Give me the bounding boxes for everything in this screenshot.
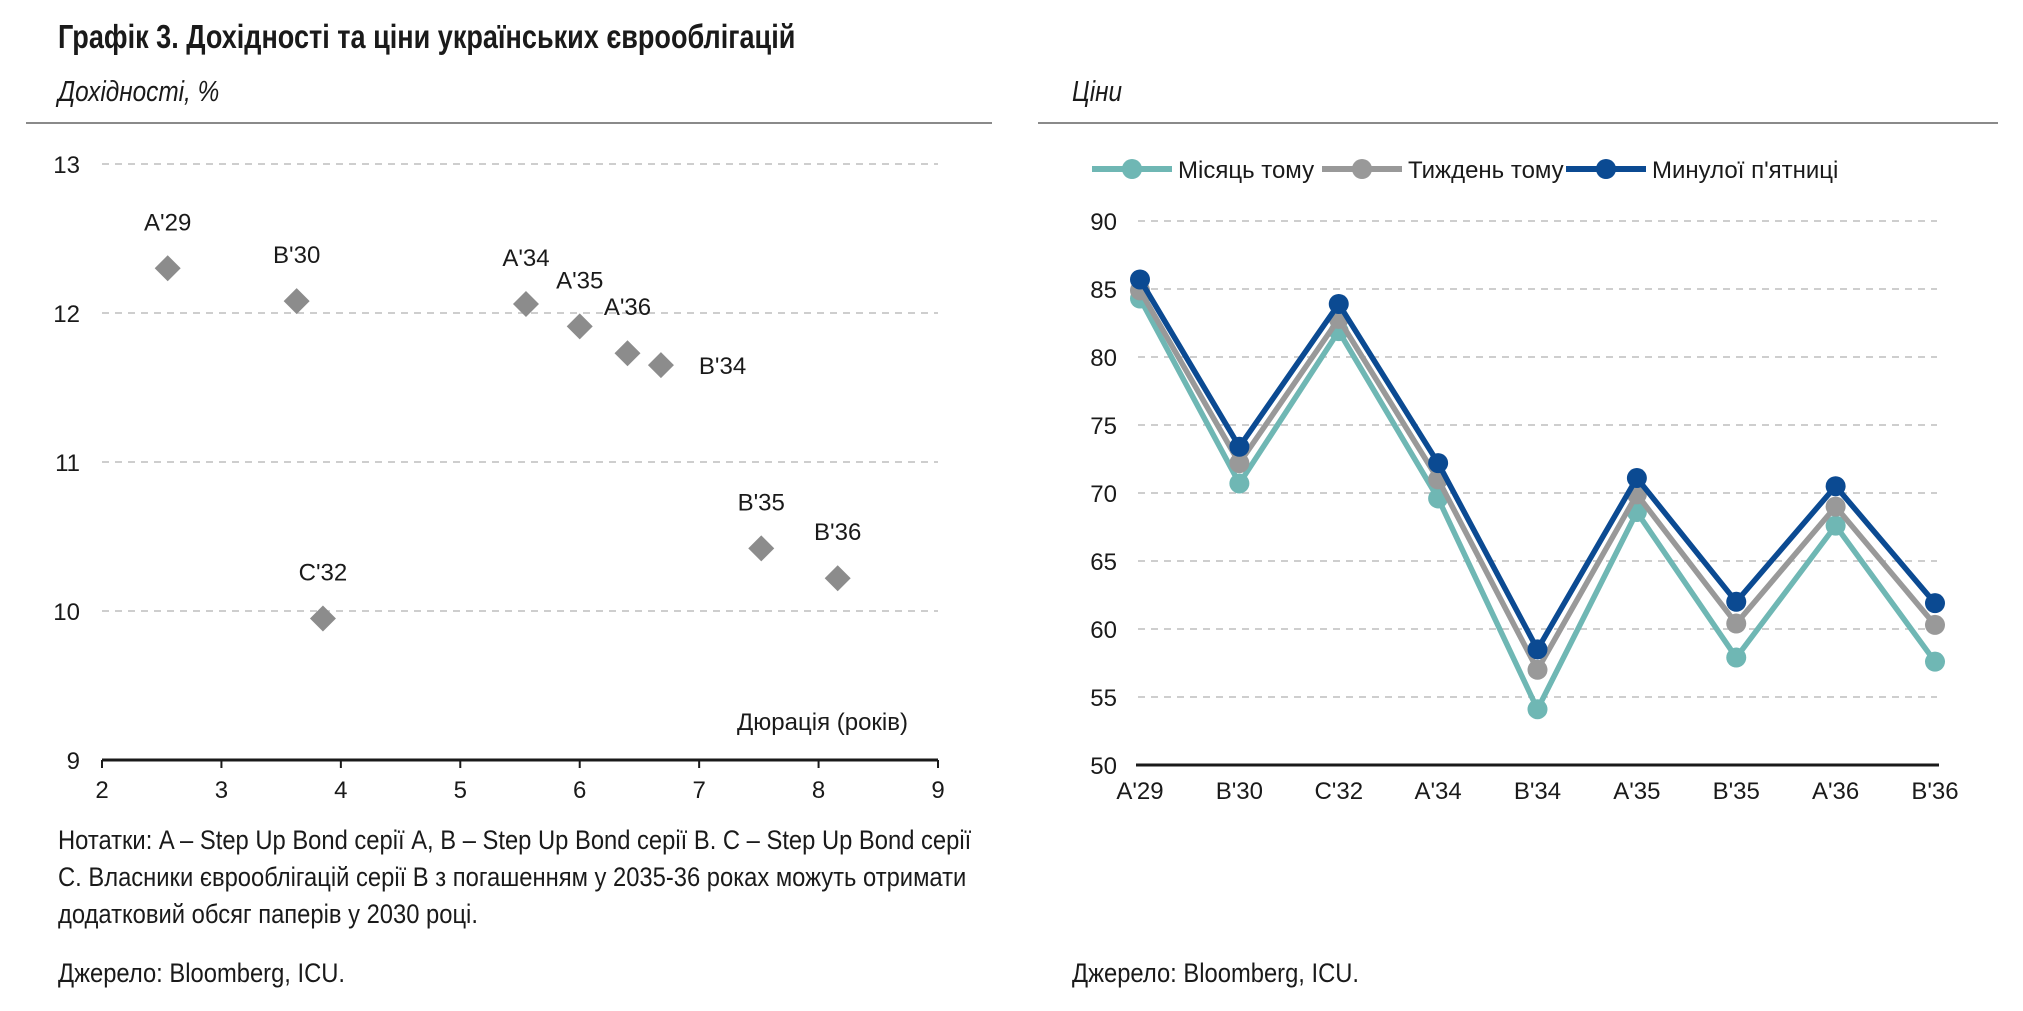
left-header-rule (26, 122, 992, 124)
scatter-point (824, 565, 851, 592)
x-tick-label: 5 (454, 777, 467, 804)
x-tick-label: 4 (334, 777, 347, 804)
y-tick-label: 80 (1090, 345, 1117, 372)
series-point (1527, 699, 1548, 720)
y-tick-label: 55 (1090, 685, 1117, 712)
legend-marker (1352, 159, 1372, 179)
point-label: A'34 (502, 245, 549, 272)
series-point (1527, 639, 1548, 660)
scatter-point (283, 288, 310, 315)
series-point (1229, 453, 1250, 474)
y-tick-label: 70 (1090, 481, 1117, 508)
series-point (1825, 476, 1846, 497)
right-chart-subtitle: Ціни (1072, 76, 1123, 108)
point-label: A'29 (144, 209, 191, 236)
point-label: B'30 (273, 242, 320, 269)
right-header-rule (1038, 122, 1998, 124)
series-line (1137, 278, 1938, 653)
y-tick-label: 60 (1090, 617, 1117, 644)
scatter-point (154, 255, 181, 282)
scatter-point (512, 291, 539, 318)
series-line (1137, 288, 1938, 673)
series-point (1825, 496, 1846, 517)
legend-label: Минулої п'ятниці (1652, 157, 1838, 184)
x-tick-label: A'34 (1414, 778, 1461, 805)
x-tick-label: C'32 (1314, 778, 1363, 805)
chart-notes-text: Нотатки: A – Step Up Bond серії A, B – S… (58, 825, 972, 929)
x-tick-label: 3 (215, 777, 228, 804)
series-point (1428, 453, 1449, 474)
left-chart-subtitle: Дохідності, % (58, 76, 220, 108)
series-point (1726, 613, 1747, 634)
x-tick-label: A'35 (1613, 778, 1660, 805)
y-tick-label: 9 (67, 748, 80, 775)
series-point (1726, 591, 1747, 612)
series-point (1626, 468, 1647, 489)
series-point (1328, 293, 1349, 314)
x-tick-label: B'34 (1514, 778, 1561, 805)
x-tick-label: A'29 (1116, 778, 1163, 805)
point-label: B'34 (699, 353, 746, 380)
y-tick-label: 50 (1090, 753, 1117, 780)
point-label: C'32 (299, 559, 348, 586)
x-axis-label: Дюрація (років) (737, 709, 908, 736)
x-tick-label: 8 (812, 777, 825, 804)
legend-marker (1122, 159, 1142, 179)
y-tick-label: 75 (1090, 413, 1117, 440)
series-point (1925, 651, 1945, 672)
chart-notes: Нотатки: A – Step Up Bond серії A, B – S… (58, 822, 998, 933)
scatter-point (566, 313, 593, 340)
point-label: A'35 (556, 267, 603, 294)
left-source: Джерело: Bloomberg, ICU. (58, 958, 346, 988)
series-point (1229, 436, 1250, 457)
y-tick-label: 85 (1090, 277, 1117, 304)
x-tick-label: B'36 (1911, 778, 1958, 805)
x-tick-label: 7 (692, 777, 705, 804)
series-point (1527, 659, 1548, 680)
series-point (1229, 473, 1250, 494)
right-source: Джерело: Bloomberg, ICU. (1072, 958, 1360, 988)
scatter-point (309, 605, 336, 632)
legend-label: Тиждень тому (1408, 157, 1564, 184)
y-tick-label: 65 (1090, 549, 1117, 576)
series-point (1130, 269, 1150, 290)
series-point (1925, 593, 1945, 614)
y-tick-label: 12 (53, 301, 80, 328)
point-label: A'36 (604, 294, 651, 321)
x-tick-label: B'30 (1216, 778, 1263, 805)
y-tick-label: 10 (53, 599, 80, 626)
x-tick-label: 9 (931, 777, 944, 804)
legend-marker (1596, 159, 1616, 179)
scatter-point (614, 340, 641, 367)
point-label: B'36 (814, 519, 861, 546)
legend-label: Місяць тому (1178, 157, 1314, 184)
y-tick-label: 11 (55, 450, 80, 477)
y-tick-label: 13 (53, 152, 80, 179)
series-point (1825, 515, 1846, 536)
x-tick-label: A'36 (1812, 778, 1859, 805)
x-tick-label: B'35 (1713, 778, 1760, 805)
series-point (1726, 647, 1747, 668)
point-label: B'35 (738, 489, 785, 516)
scatter-point (748, 535, 775, 562)
y-tick-label: 90 (1090, 209, 1117, 236)
x-tick-label: 6 (573, 777, 586, 804)
scatter-point (647, 352, 674, 379)
page-title: Графік 3. Дохідності та ціни українських… (58, 18, 796, 55)
series-point (1925, 614, 1945, 635)
x-tick-label: 2 (95, 777, 108, 804)
